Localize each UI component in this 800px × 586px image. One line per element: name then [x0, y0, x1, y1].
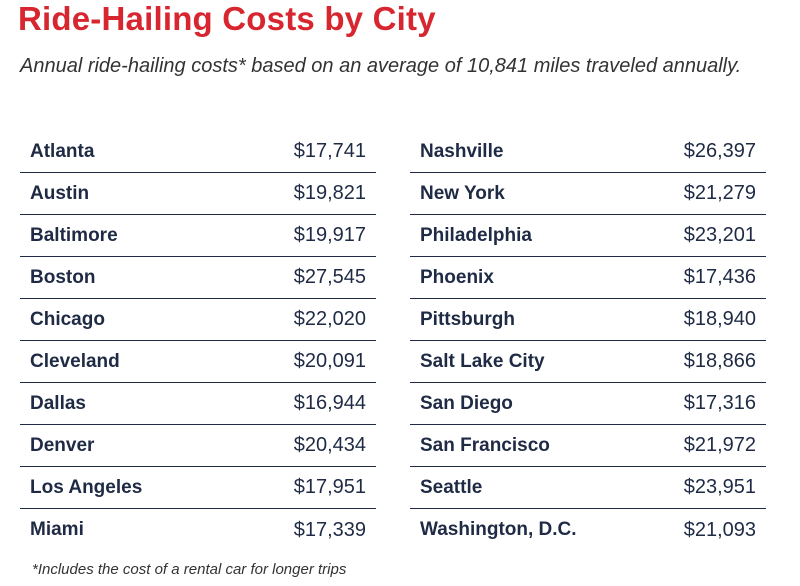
table-row: Dallas $16,944 [20, 383, 376, 425]
table-row: Miami $17,339 [20, 509, 376, 551]
city-cost: $18,866 [683, 350, 756, 372]
city-name: Philadelphia [420, 224, 532, 246]
city-name: Washington, D.C. [420, 519, 577, 540]
subtitle: Annual ride-hailing costs* based on an a… [20, 55, 742, 77]
city-cost: $20,434 [293, 434, 366, 456]
city-name: Los Angeles [30, 476, 143, 498]
city-name: Nashville [420, 140, 504, 162]
table-row: New York $21,279 [410, 173, 766, 215]
city-cost: $19,917 [293, 224, 366, 246]
city-cost: $26,397 [683, 140, 756, 162]
city-cost: $17,436 [683, 266, 756, 288]
table-row: Seattle $23,951 [410, 467, 766, 509]
table-row: Washington, D.C. $21,093 [410, 509, 766, 551]
city-cost: $21,093 [683, 518, 756, 541]
table-row: San Francisco $21,972 [410, 425, 766, 467]
city-cost: $21,972 [683, 434, 756, 456]
city-cost: $17,339 [293, 518, 366, 541]
table-row: Baltimore $19,917 [20, 215, 376, 257]
city-name: Denver [30, 434, 95, 456]
table-row: Denver $20,434 [20, 425, 376, 467]
city-name: Pittsburgh [420, 308, 515, 330]
city-cost: $17,741 [293, 140, 366, 162]
city-cost: $21,279 [683, 182, 756, 204]
table-row: Pittsburgh $18,940 [410, 299, 766, 341]
table-row: Los Angeles $17,951 [20, 467, 376, 509]
table-row: Cleveland $20,091 [20, 341, 376, 383]
table-row: Austin $19,821 [20, 173, 376, 215]
city-cost: $27,545 [293, 266, 366, 288]
city-name: New York [420, 182, 505, 204]
table-row: Salt Lake City $18,866 [410, 341, 766, 383]
city-cost: $16,944 [293, 392, 366, 414]
table-row: Philadelphia $23,201 [410, 215, 766, 257]
city-name: Seattle [420, 476, 483, 498]
city-cost: $23,951 [683, 476, 756, 498]
city-name: Baltimore [30, 224, 118, 246]
city-name: Austin [30, 182, 90, 204]
city-cost: $17,316 [683, 392, 756, 414]
city-name: San Francisco [420, 434, 550, 456]
city-cost: $23,201 [683, 224, 756, 246]
city-cost: $18,940 [683, 308, 756, 330]
city-name: Cleveland [30, 350, 120, 372]
left-cost-table: Atlanta $17,741 Austin $19,821 Baltimore $1… [20, 131, 376, 551]
table-row: Boston $27,545 [20, 257, 376, 299]
city-name: Salt Lake City [420, 350, 545, 372]
city-name: Miami [30, 519, 84, 540]
city-name: Boston [30, 266, 96, 288]
city-name: San Diego [420, 392, 513, 414]
table-row: Phoenix $17,436 [410, 257, 766, 299]
city-name: Chicago [30, 308, 105, 330]
city-cost: $19,821 [293, 182, 366, 204]
table-row: Chicago $22,020 [20, 299, 376, 341]
city-name: Dallas [30, 392, 86, 414]
table-row: San Diego $17,316 [410, 383, 766, 425]
right-cost-table: Nashville $26,397 New York $21,279 Philade… [410, 131, 766, 551]
footnote: *Includes the cost of a rental car for l… [32, 561, 347, 578]
city-cost: $22,020 [293, 308, 366, 330]
city-cost: $20,091 [293, 350, 366, 372]
table-row: Atlanta $17,741 [20, 131, 376, 173]
city-name: Phoenix [420, 266, 494, 288]
table-row: Nashville $26,397 [410, 131, 766, 173]
city-cost: $17,951 [293, 476, 366, 498]
city-name: Atlanta [30, 140, 95, 162]
page-title: Ride-Hailing Costs by City [18, 0, 436, 37]
